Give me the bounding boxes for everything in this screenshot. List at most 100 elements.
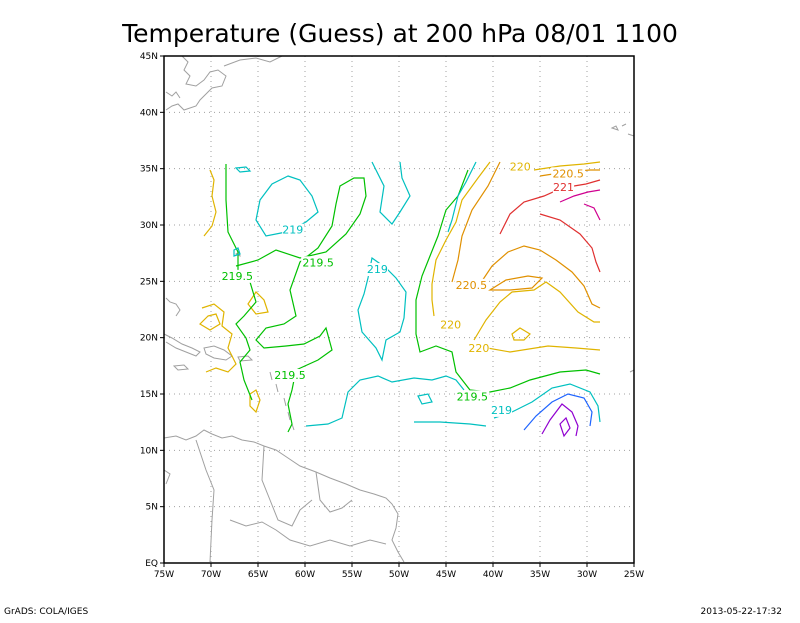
contour-2215-b <box>583 203 601 221</box>
coast-south-america <box>163 429 405 563</box>
contour-2205-loop <box>487 275 544 291</box>
x-tick-label: 30W <box>577 570 597 580</box>
contour-219-east <box>447 161 477 233</box>
x-tick-label: 60W <box>295 570 315 580</box>
contour-2205-n <box>451 161 501 283</box>
contour-2195-central <box>235 177 367 433</box>
contour-label: 219 <box>367 263 388 276</box>
coast-hispaniola <box>203 345 233 361</box>
y-tick-label: 25N <box>140 277 158 287</box>
y-tick-label: EQ <box>145 559 158 569</box>
contour-label: 219 <box>491 404 512 417</box>
y-tick-label: 15N <box>140 390 158 400</box>
contour-220-ring <box>511 327 531 341</box>
contour-219-south-b <box>414 421 487 427</box>
contour-219-south <box>305 375 465 427</box>
contour-2195-east <box>415 169 601 393</box>
contour-label: 219.5 <box>274 369 306 382</box>
y-tick-label: 35N <box>140 165 158 175</box>
x-tick-label: 40W <box>483 570 503 580</box>
coast-mid-atlantic <box>165 91 181 99</box>
x-tick-label: 35W <box>530 570 550 580</box>
contour-220-loop-a <box>199 313 221 331</box>
y-tick-label: 20N <box>140 334 158 344</box>
contour-219-dot <box>233 247 241 257</box>
footer-right: 2013-05-22-17:32 <box>701 607 783 617</box>
contour-label-bg <box>552 180 575 194</box>
footer-left: GrADS: COLA/IGES <box>4 607 88 617</box>
contour-label: 220 <box>510 161 531 174</box>
contour-219-central-b <box>357 256 407 362</box>
contour-label: 221 <box>553 181 574 194</box>
contour-labels: 219219219219.5219.5219.5219.522022022022… <box>220 160 586 417</box>
contour-label: 220.5 <box>456 279 488 292</box>
contour-220-east-c <box>533 161 601 171</box>
x-tick-label: 25W <box>624 570 644 580</box>
coast-jamaica <box>172 364 190 371</box>
contour-label-bg <box>551 167 586 181</box>
contour-label: 219.5 <box>302 256 334 269</box>
contour-221-s <box>539 213 601 273</box>
chart-title: Temperature (Guess) at 200 hPa 08/01 110… <box>121 19 678 48</box>
contour-220-east-n <box>431 161 491 317</box>
x-tick-label: 65W <box>248 570 268 580</box>
contour-219-smallsq <box>417 393 433 405</box>
contour-220-east-s2 <box>475 345 601 353</box>
y-tick-label: 10N <box>140 446 158 456</box>
contour-2205-s <box>479 245 601 309</box>
contour-label: 219.5 <box>222 270 254 283</box>
x-tick-label: 45W <box>436 570 456 580</box>
contour-label-bg <box>468 341 490 355</box>
coast-south-america-west <box>163 469 171 485</box>
contour-label: 220 <box>440 318 461 331</box>
contour-221 <box>499 179 601 235</box>
contour-220-east-s <box>473 281 600 341</box>
contour-220-loop-b <box>247 291 269 315</box>
y-tick-label: 5N <box>146 503 158 513</box>
contour-220-loop-c <box>249 389 261 414</box>
x-tick-label: 55W <box>342 570 362 580</box>
contour-label: 220.5 <box>552 167 584 180</box>
contour-219-small <box>234 166 252 173</box>
contour-label-bg <box>455 390 490 404</box>
border-venezuela <box>195 439 215 563</box>
contour-219-east-b <box>493 383 601 423</box>
contour-label-bg <box>272 368 307 382</box>
contour-label-bg <box>440 318 462 332</box>
contour-label-bg <box>301 256 336 270</box>
contour-217-inner <box>559 416 571 438</box>
coast-africa <box>627 133 635 137</box>
coast-antilles <box>269 371 295 431</box>
contour-label: 219.5 <box>457 390 489 403</box>
contour-217 <box>541 403 579 437</box>
x-axis-ticks: 75W 70W 65W 60W 55W 50W 45W 40W 35W 30W 25W <box>154 563 644 580</box>
y-tick-label: 30N <box>140 221 158 231</box>
coast-canary <box>610 123 627 131</box>
contour-220-west <box>203 169 217 237</box>
contour-label-bg <box>509 160 531 174</box>
contour-219-central <box>371 161 411 225</box>
contour-label-bg <box>454 278 489 292</box>
contour-label-bg <box>366 263 388 277</box>
border-brazil <box>229 519 387 547</box>
contour-218 <box>523 393 593 431</box>
contour-2195-west <box>225 164 257 401</box>
coast-north-america <box>165 55 227 111</box>
border-suriname <box>315 471 353 513</box>
x-tick-label: 75W <box>154 570 174 580</box>
contour-label-bg <box>282 223 304 237</box>
y-axis-ticks: EQ 5N 10N 15N 20N 25N 30N 35N 40N 45N <box>140 52 164 569</box>
contour-label-bg <box>220 269 255 283</box>
y-tick-label: 45N <box>140 52 158 62</box>
coast-bahamas <box>165 297 181 317</box>
contour-label: 220 <box>468 342 489 355</box>
y-tick-label: 40N <box>140 108 158 118</box>
coast-cuba <box>163 333 201 357</box>
grid-lines <box>164 56 634 563</box>
contour-label-bg <box>490 403 513 417</box>
contour-220-west-b <box>201 303 237 373</box>
contour-label: 219 <box>282 224 303 237</box>
x-tick-label: 50W <box>389 570 409 580</box>
